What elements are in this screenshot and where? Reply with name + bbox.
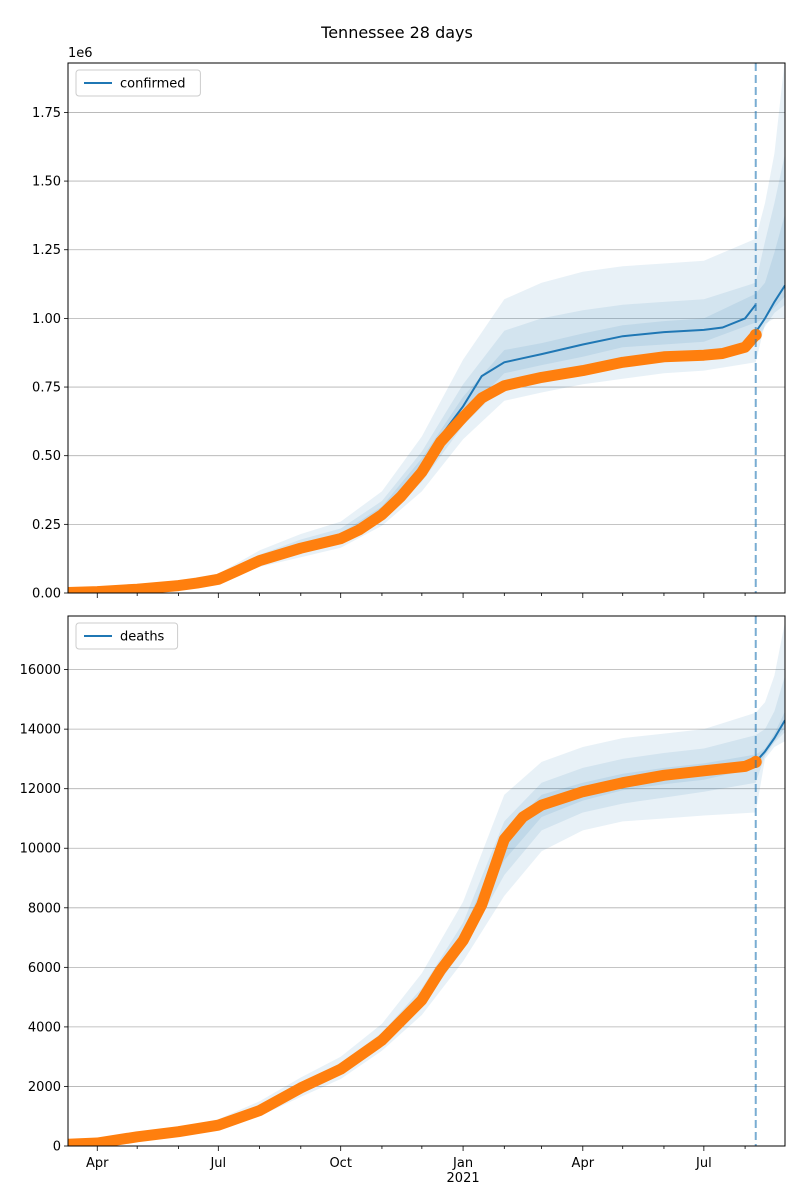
x-tick-label: Jan (452, 1156, 473, 1171)
y-tick-label: 1.75 (32, 106, 61, 121)
uncertainty-band (68, 153, 785, 593)
y-scale-label: 1e6 (68, 46, 93, 61)
x-year-label: 2021 (447, 1171, 480, 1186)
forecast-line (754, 284, 785, 333)
forecast-line (754, 719, 785, 763)
uncertainty-band (68, 63, 785, 593)
deaths-chart: 0 2000 4000 6000 8000 10000 12000 14000 16000 Apr… (20, 615, 786, 1186)
uncertainty-band (68, 622, 785, 1145)
y-tick-label: 16000 (20, 663, 61, 678)
chart-title: Tennessee 28 days (320, 23, 473, 42)
y-tick-label: 0.25 (32, 518, 61, 533)
y-tick-label: 1.50 (32, 175, 61, 190)
x-tick-label: Oct (329, 1156, 351, 1171)
legend-label: confirmed (120, 77, 186, 92)
x-tick-label: Jul (209, 1156, 226, 1171)
axes-frame (67, 62, 786, 594)
uncertainty-band (68, 675, 785, 1145)
y-tick-label: 1.00 (32, 312, 61, 327)
y-tick-label: 0.00 (32, 587, 61, 602)
y-tick-label: 8000 (28, 901, 61, 916)
x-tick-label: Apr (572, 1156, 595, 1171)
legend-label: deaths (120, 630, 165, 645)
y-tick-label: 10000 (20, 842, 61, 857)
y-tick-label: 2000 (28, 1080, 61, 1095)
legend-box (75, 69, 201, 97)
plot-area (68, 63, 785, 593)
observed-series (68, 756, 762, 1146)
plot-area (68, 622, 785, 1146)
x-tick-label: Jul (695, 1156, 712, 1171)
observed-series (68, 329, 762, 593)
axes-frame (67, 615, 786, 1147)
y-tick-label: 12000 (20, 782, 61, 797)
y-tick-label: 4000 (28, 1020, 61, 1035)
x-tick-label: Apr (86, 1156, 109, 1171)
y-tick-label: 6000 (28, 961, 61, 976)
y-tick-label: 0 (53, 1140, 61, 1155)
confirmed-chart: 0.00 0.25 0.50 0.75 1.00 1.25 1.50 1.75 1e6 confi… (32, 46, 786, 602)
y-tick-label: 14000 (20, 723, 61, 738)
y-tick-label: 0.75 (32, 381, 61, 396)
y-tick-label: 1.25 (32, 243, 61, 258)
y-tick-label: 0.50 (32, 449, 61, 464)
legend-box (75, 622, 179, 650)
